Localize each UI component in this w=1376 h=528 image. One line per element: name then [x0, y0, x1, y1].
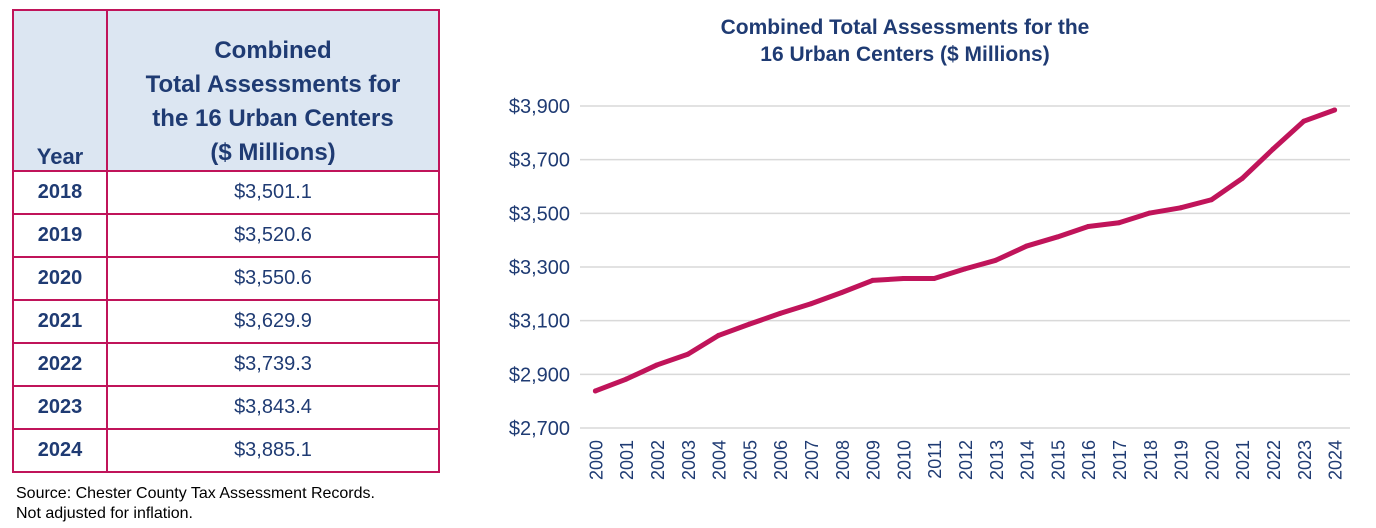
data-point	[592, 388, 598, 394]
value-header-line: the 16 Urban Centers	[152, 105, 394, 132]
data-point	[1116, 220, 1122, 226]
value-cell: $3,843.4	[106, 385, 440, 430]
value-cell: $3,520.6	[106, 213, 440, 258]
assessments-table: Year Combined Total Assessments for the …	[12, 9, 440, 473]
data-point	[746, 321, 752, 327]
x-tick-label: 2014	[1018, 440, 1038, 480]
value-column-header: Combined Total Assessments for the 16 Ur…	[106, 9, 440, 172]
y-tick-label: $2,700	[509, 418, 570, 440]
data-point	[1208, 197, 1214, 203]
x-tick-label: 2017	[1110, 440, 1130, 480]
year-column-header: Year	[12, 9, 108, 172]
data-point	[962, 266, 968, 272]
x-tick-label: 2013	[987, 440, 1007, 480]
data-point	[1270, 146, 1276, 152]
data-point	[1178, 205, 1184, 211]
x-tick-label: 2012	[956, 440, 976, 480]
year-cell: 2021	[12, 299, 108, 344]
x-tick-label: 2001	[617, 440, 637, 480]
table-row: 2022 $3,739.3	[12, 342, 440, 387]
year-cell: 2024	[12, 428, 108, 473]
series-line	[592, 107, 1338, 394]
x-tick-label: 2023	[1295, 440, 1315, 480]
table-row: 2021 $3,629.9	[12, 299, 440, 344]
x-tick-label: 2021	[1233, 440, 1253, 480]
x-tick-label: 2003	[679, 440, 699, 480]
table-header-row: Year Combined Total Assessments for the …	[12, 9, 440, 172]
line-chart: $2,700 $2,900 $3,100 $3,300 $3,500 $3,700 $3,9…	[509, 96, 1350, 480]
data-point	[654, 362, 660, 368]
data-point	[993, 257, 999, 263]
data-point	[685, 351, 691, 357]
value-cell: $3,885.1	[106, 428, 440, 473]
x-tick-label: 2005	[740, 440, 760, 480]
table-row: 2020 $3,550.6	[12, 256, 440, 301]
year-cell: 2022	[12, 342, 108, 387]
data-point	[1332, 107, 1338, 113]
data-point	[1024, 243, 1030, 249]
chart-title: Combined Total Assessments for the 16 Ur…	[605, 14, 1205, 68]
x-tick-label: 2016	[1079, 440, 1099, 480]
data-point	[870, 277, 876, 283]
source-note: Source: Chester County Tax Assessment Re…	[16, 484, 375, 524]
data-point	[716, 332, 722, 338]
data-point	[623, 376, 629, 382]
data-point	[1054, 234, 1060, 240]
x-tick-label: 2022	[1264, 440, 1284, 480]
inflation-note: Not adjusted for inflation.	[16, 505, 193, 522]
value-cell: $3,629.9	[106, 299, 440, 344]
y-tick-label: $2,900	[509, 364, 570, 386]
y-tick-label: $3,500	[509, 203, 570, 225]
data-point	[839, 289, 845, 295]
value-cell: $3,501.1	[106, 170, 440, 215]
value-cell: $3,739.3	[106, 342, 440, 387]
data-point	[900, 276, 906, 282]
y-tick-label: $3,900	[509, 96, 570, 118]
x-tick-label: 2007	[802, 440, 822, 480]
table-row: 2018 $3,501.1	[12, 170, 440, 215]
x-tick-label: 2000	[586, 440, 606, 480]
y-tick-label: $3,300	[509, 257, 570, 279]
table-row: 2019 $3,520.6	[12, 213, 440, 258]
x-tick-label: 2004	[710, 440, 730, 480]
x-tick-label: 2006	[771, 440, 791, 480]
year-cell: 2023	[12, 385, 108, 430]
year-cell: 2018	[12, 170, 108, 215]
chart-title-line: Combined Total Assessments for the	[720, 16, 1090, 39]
data-point	[1239, 175, 1245, 181]
data-point	[777, 310, 783, 316]
value-header-line: Combined	[214, 37, 332, 64]
data-point	[931, 276, 937, 282]
year-cell: 2019	[12, 213, 108, 258]
x-tick-label: 2018	[1141, 440, 1161, 480]
value-header-line: ($ Millions)	[210, 139, 336, 166]
data-point	[808, 301, 814, 307]
x-tick-label: 2002	[648, 440, 668, 480]
data-point	[1085, 223, 1091, 229]
y-tick-label: $3,100	[509, 311, 570, 333]
x-tick-label: 2019	[1172, 440, 1192, 480]
x-tick-label: 2008	[833, 440, 853, 480]
chart-title-line: 16 Urban Centers ($ Millions)	[760, 43, 1050, 66]
year-cell: 2020	[12, 256, 108, 301]
source-line: Source: Chester County Tax Assessment Re…	[16, 485, 375, 502]
table-row: 2024 $3,885.1	[12, 428, 440, 473]
table-row: 2023 $3,843.4	[12, 385, 440, 430]
value-header-line: Total Assessments for	[145, 71, 401, 98]
y-tick-label: $3,700	[509, 150, 570, 172]
data-point	[1301, 118, 1307, 124]
data-point	[1147, 210, 1153, 216]
x-tick-label: 2024	[1326, 440, 1346, 480]
x-tick-label: 2020	[1202, 440, 1222, 480]
x-tick-label: 2011	[925, 440, 945, 479]
value-cell: $3,550.6	[106, 256, 440, 301]
x-tick-label: 2010	[894, 440, 914, 480]
x-tick-label: 2015	[1048, 440, 1068, 480]
x-tick-label: 2009	[864, 440, 884, 480]
